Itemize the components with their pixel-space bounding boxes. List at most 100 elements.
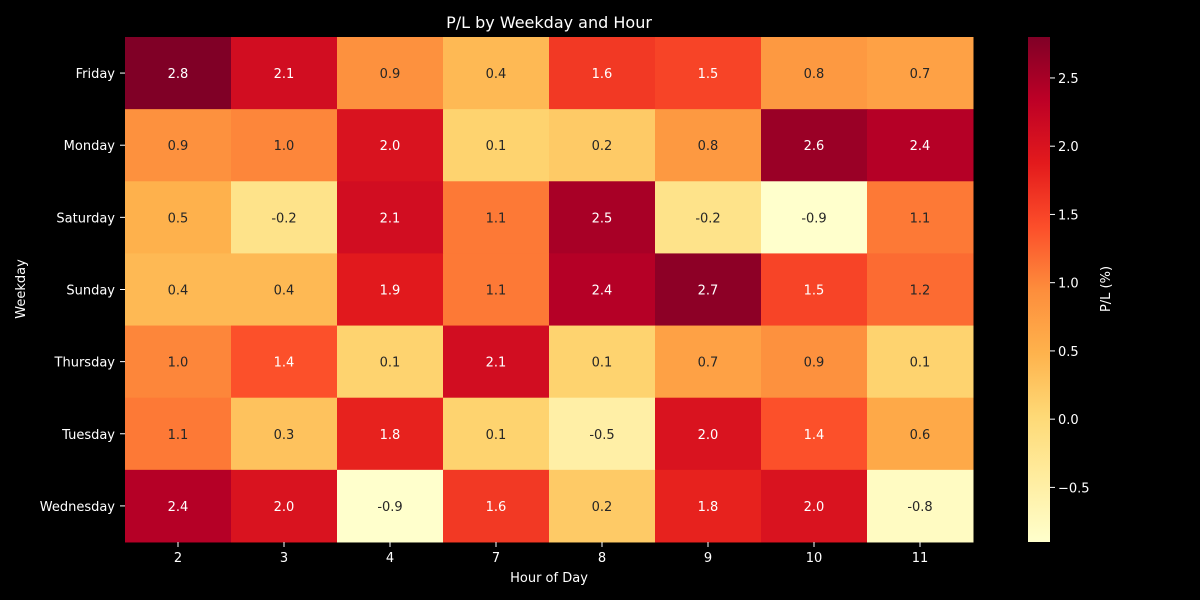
cell-value-label: 1.6	[486, 500, 507, 515]
cell-value-label: -0.2	[695, 211, 720, 226]
colorbar-label: P/L (%)	[1099, 266, 1114, 312]
heatmap-cell	[443, 325, 550, 399]
colorbar	[1028, 37, 1050, 542]
x-axis-label: Hour of Day	[510, 571, 588, 586]
heatmap-cell	[125, 253, 232, 327]
heatmap-cell	[231, 109, 338, 182]
x-tick-label: 9	[704, 551, 712, 566]
y-tick-label: Monday	[64, 139, 116, 154]
heatmap-cell	[549, 253, 656, 327]
x-tick-label: 10	[806, 551, 823, 566]
colorbar-tick-label: 1.0	[1058, 277, 1079, 292]
heatmap-cell	[443, 109, 550, 182]
cell-value-label: 0.3	[274, 428, 295, 443]
heatmap-cell	[443, 397, 550, 471]
heatmap-cell	[337, 325, 444, 399]
heatmap-cell	[231, 37, 338, 110]
cell-value-label: 2.1	[380, 211, 401, 226]
cell-value-label: -0.2	[271, 211, 296, 226]
cell-value-label: 0.6	[910, 428, 931, 443]
cell-value-label: 1.6	[592, 67, 613, 82]
cell-value-label: 0.9	[380, 67, 401, 82]
cell-value-label: 1.1	[910, 211, 931, 226]
x-tick-label: 8	[598, 551, 606, 566]
cell-value-label: 0.8	[804, 67, 825, 82]
cell-value-label: 0.2	[592, 500, 613, 515]
heatmap-cell	[867, 397, 974, 471]
heatmap-cell	[655, 253, 762, 327]
colorbar-tick-label: 0.5	[1058, 345, 1079, 360]
heatmap-cell	[549, 469, 656, 543]
heatmap-cell	[655, 397, 762, 471]
heatmap-cell	[337, 37, 444, 110]
x-tick-label: 7	[492, 551, 500, 566]
cell-value-label: 1.4	[274, 356, 295, 371]
y-tick-label: Friday	[76, 67, 116, 82]
heatmap-cell	[867, 253, 974, 327]
y-axis-ticks: Friday Monday Saturday Sunday Thursday Tuesda…	[40, 67, 125, 515]
cell-value-label: 2.6	[804, 139, 825, 154]
cell-value-label: 0.9	[804, 356, 825, 371]
colorbar-ticks: −0.5 0.0 0.5 1.0 1.5 2.0 2.5	[1050, 72, 1090, 496]
heatmap-cell	[443, 469, 550, 543]
heatmap-cell	[337, 181, 444, 254]
y-tick-label: Tuesday	[61, 428, 115, 443]
heatmap-cell	[125, 397, 232, 471]
heatmap-cell	[761, 181, 868, 254]
cell-value-label: 1.1	[486, 283, 507, 298]
cell-value-label: -0.8	[907, 500, 932, 515]
cell-value-label: 2.5	[592, 211, 613, 226]
heatmap-cell	[125, 37, 232, 110]
heatmap-cell	[231, 469, 338, 543]
cell-value-label: 0.1	[910, 356, 931, 371]
cell-value-label: -0.9	[801, 211, 826, 226]
cell-value-label: 1.4	[804, 428, 825, 443]
cell-value-label: 0.9	[168, 139, 189, 154]
cell-value-label: 2.1	[486, 356, 507, 371]
y-tick-label: Sunday	[66, 283, 115, 298]
x-tick-label: 4	[386, 551, 394, 566]
y-tick-label: Thursday	[54, 356, 116, 371]
cell-value-label: 0.1	[380, 356, 401, 371]
heatmap-cell	[549, 325, 656, 399]
heatmap-cell	[867, 469, 974, 543]
cell-value-label: 2.8	[168, 67, 189, 82]
y-tick-label: Saturday	[56, 211, 115, 226]
cell-value-label: 0.7	[698, 356, 719, 371]
heatmap-cells: 2.8 2.1 0.9 0.4 1.6 1.5 0.8 0.7 0.9 1.0 2.0 0.1 0.2 0…	[125, 37, 974, 543]
heatmap-cell	[867, 181, 974, 254]
colorbar-tick-label: 2.0	[1058, 140, 1079, 155]
cell-value-label: 1.1	[168, 428, 189, 443]
heatmap-cell	[231, 325, 338, 399]
heatmap-cell	[337, 253, 444, 327]
heatmap-cell	[443, 37, 550, 110]
cell-value-label: 1.5	[804, 283, 825, 298]
cell-value-label: 0.4	[486, 67, 507, 82]
heatmap-cell	[655, 325, 762, 399]
cell-value-label: 2.0	[380, 139, 401, 154]
heatmap-cell	[761, 109, 868, 182]
cell-value-label: 2.4	[592, 283, 613, 298]
heatmap-cell	[337, 397, 444, 471]
heatmap-cell	[231, 397, 338, 471]
heatmap-cell	[125, 325, 232, 399]
cell-value-label: 1.9	[380, 283, 401, 298]
heatmap-cell	[867, 325, 974, 399]
cell-value-label: 2.7	[698, 283, 719, 298]
heatmap-cell	[125, 181, 232, 254]
heatmap-cell	[867, 109, 974, 182]
colorbar-tick-label: 1.5	[1058, 208, 1079, 223]
y-axis-label: Weekday	[14, 259, 29, 319]
cell-value-label: 1.2	[910, 283, 931, 298]
heatmap-cell	[549, 37, 656, 110]
cell-value-label: 2.0	[274, 500, 295, 515]
heatmap-cell	[549, 109, 656, 182]
heatmap-cell	[655, 37, 762, 110]
chart-title: P/L by Weekday and Hour	[446, 13, 652, 32]
x-tick-label: 3	[280, 551, 288, 566]
cell-value-label: 0.1	[486, 139, 507, 154]
cell-value-label: 1.5	[698, 67, 719, 82]
cell-value-label: 0.5	[168, 211, 189, 226]
cell-value-label: 2.1	[274, 67, 295, 82]
